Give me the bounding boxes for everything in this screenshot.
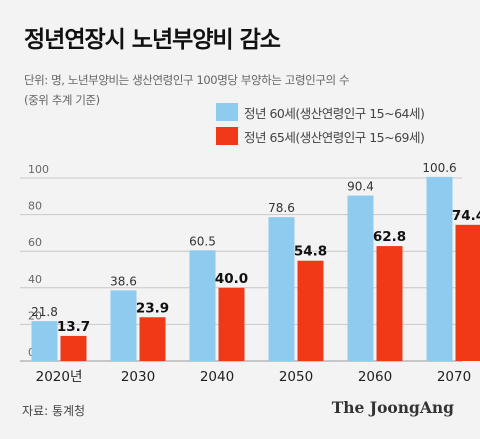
data-label-s1: 78.6 <box>268 201 295 215</box>
data-label-s1: 100.6 <box>422 161 456 175</box>
chart-legend: 정년 60세(생산연령인구 15~64세) 정년 65세(생산연령인구 15~6… <box>216 102 425 150</box>
bar-s1 <box>426 176 453 361</box>
bar-s2 <box>297 260 324 361</box>
data-label-s1: 60.5 <box>189 234 216 248</box>
data-label-s1: 90.4 <box>347 180 374 194</box>
chart-title: 정년연장시 노년부양비 감소 <box>24 27 281 53</box>
bar-s1 <box>347 195 374 361</box>
x-tick-label: 2070 <box>437 369 471 385</box>
data-label-s2: 74.4 <box>452 208 480 224</box>
bar-s1 <box>268 217 295 361</box>
bar-s2 <box>455 224 480 361</box>
x-tick-label: 2030 <box>121 369 155 385</box>
y-tick-label: 40 <box>28 273 42 286</box>
legend-item-series1: 정년 60세(생산연령인구 15~64세) <box>216 102 425 122</box>
subtitle-unit-note: 단위: 명, 노년부양비는 생산연령인구 100명당 부양하는 고령인구의 수 <box>24 73 350 87</box>
chart-subtitle: 단위: 명, 노년부양비는 생산연령인구 100명당 부양하는 고령인구의 수 … <box>24 70 350 110</box>
legend-label-series1: 정년 60세(생산연령인구 15~64세) <box>244 105 425 121</box>
bar-s2 <box>218 287 245 361</box>
x-tick-label: 2020년 <box>36 369 83 385</box>
y-tick-label: 100 <box>28 163 49 176</box>
bar-s1 <box>110 290 137 361</box>
bar-s2 <box>376 246 403 361</box>
data-label-s2: 23.9 <box>136 300 169 316</box>
bar-s2 <box>139 317 166 361</box>
data-label-s2: 13.7 <box>57 319 90 335</box>
y-tick-label: 80 <box>28 200 42 213</box>
legend-item-series2: 정년 65세(생산연령인구 15~69세) <box>216 126 425 146</box>
data-label-s1: 21.8 <box>31 305 58 319</box>
data-label-s2: 62.8 <box>373 229 406 245</box>
y-tick-label: 20 <box>28 309 42 322</box>
subtitle-projection-note: (중위 추계 기준) <box>24 93 100 107</box>
source-note: 자료: 통계청 <box>22 404 86 418</box>
data-label-s2: 40.0 <box>215 271 248 287</box>
x-tick-label: 2060 <box>358 369 392 385</box>
data-label-s2: 54.8 <box>294 244 327 260</box>
legend-swatch-series1 <box>216 103 238 121</box>
legend-label-series2: 정년 65세(생산연령인구 15~69세) <box>244 129 425 145</box>
data-label-s1: 38.6 <box>110 274 137 288</box>
x-tick-label: 2050 <box>279 369 313 385</box>
y-tick-label: 60 <box>28 236 42 249</box>
x-tick-label: 2040 <box>200 369 234 385</box>
legend-swatch-series2 <box>216 127 238 145</box>
brand-logo: The JoongAng <box>331 398 454 417</box>
bar-s1 <box>189 250 216 361</box>
bar-s2 <box>60 335 87 361</box>
bar-s1 <box>31 321 58 361</box>
